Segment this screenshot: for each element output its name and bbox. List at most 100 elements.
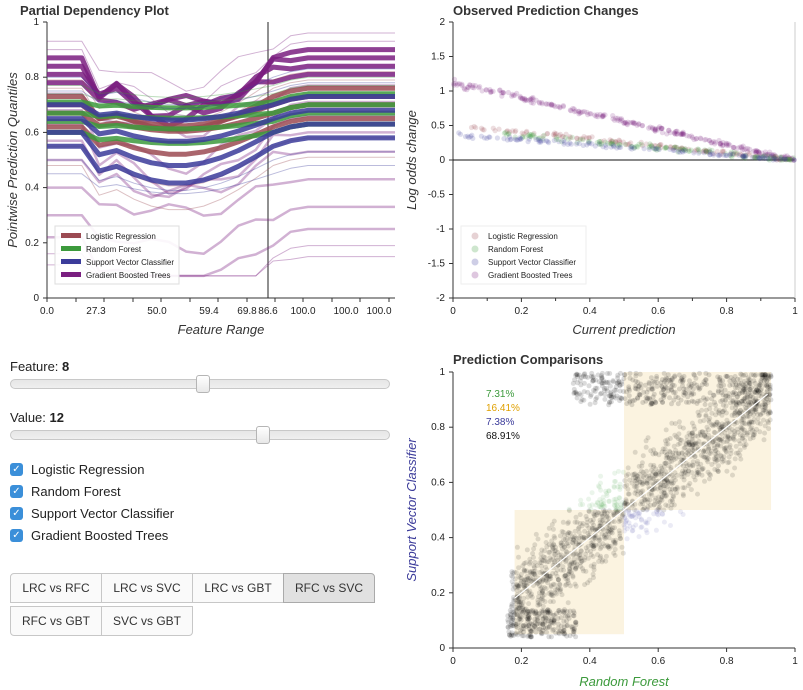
pc-point: [727, 444, 732, 450]
opc-point: [743, 146, 749, 152]
pc-point: [546, 542, 552, 548]
pc-point: [530, 551, 536, 556]
pc-point: [691, 391, 697, 397]
opc-point: [784, 153, 790, 159]
opc-legend-swatch: [471, 258, 479, 266]
opc-point: [518, 95, 524, 101]
checkbox-random-forest[interactable]: ✓ Random Forest: [10, 483, 121, 499]
opc-point: [703, 148, 709, 154]
opc-point: [760, 154, 766, 160]
opc-point: [718, 140, 724, 146]
pc-point: [702, 402, 708, 407]
value-slider[interactable]: [10, 430, 390, 440]
opc-point: [755, 153, 761, 159]
pdp-legend: Logistic Regression Random Forest Support …: [54, 225, 180, 285]
pc-point: [757, 421, 763, 427]
checkbox-logistic-regression[interactable]: ✓ Logistic Regression: [10, 461, 144, 477]
pc-point: [672, 373, 678, 379]
pc-point: [680, 425, 686, 431]
pc-point: [683, 466, 689, 472]
pc-point: [571, 610, 577, 616]
checkbox-gradient-boosted-trees[interactable]: ✓ Gradient Boosted Trees: [10, 527, 168, 543]
pc-point: [510, 586, 516, 592]
button-rfc-vs-svc[interactable]: RFC vs SVC: [283, 573, 375, 603]
opc-point: [707, 152, 713, 158]
checkbox-check-icon[interactable]: ✓: [10, 528, 23, 542]
value-slider-thumb[interactable]: [256, 426, 271, 444]
pc-point: [714, 420, 720, 425]
opc-point: [523, 134, 529, 140]
opc-point: [578, 109, 584, 115]
pc-point: [567, 566, 573, 572]
pc-point: [670, 480, 676, 486]
checkbox-check-icon[interactable]: ✓: [10, 506, 23, 520]
pc-point: [701, 379, 707, 385]
opc-point: [728, 151, 734, 157]
opc-point: [451, 81, 457, 87]
opc-point: [622, 141, 628, 147]
pc-point: [766, 373, 772, 379]
opc-point: [771, 156, 777, 162]
opc-point: [695, 146, 701, 152]
button-lrc-vs-rfc[interactable]: LRC vs RFC: [10, 573, 102, 603]
pc-point: [562, 537, 568, 543]
pc-point: [731, 421, 737, 427]
button-rfc-vs-gbt[interactable]: RFC vs GBT: [10, 606, 102, 636]
pc-point: [534, 617, 540, 623]
pc-point: [671, 397, 677, 403]
pdp-legend-swatch: [61, 233, 81, 238]
opc-point: [666, 127, 672, 133]
opc-point: [574, 139, 580, 146]
checkbox-check-icon[interactable]: ✓: [10, 462, 23, 476]
opc-point: [551, 137, 557, 144]
opc-point: [501, 136, 507, 142]
pc-point: [601, 380, 607, 386]
opc-point: [615, 115, 621, 121]
pc-point: [626, 512, 632, 518]
opc-point: [652, 142, 658, 149]
opc-point: [643, 141, 650, 147]
pc-point: [514, 595, 520, 601]
opc-point: [686, 148, 693, 154]
button-lrc-vs-svc[interactable]: LRC vs SVC: [101, 573, 193, 603]
pc-point: [622, 478, 628, 484]
button-svc-vs-gbt[interactable]: SVC vs GBT: [101, 606, 193, 636]
pc-point: [751, 412, 757, 418]
feature-slider-thumb[interactable]: [195, 375, 210, 393]
pc-point: [621, 511, 627, 517]
button-lrc-vs-gbt[interactable]: LRC vs GBT: [192, 573, 284, 603]
opc-point: [487, 134, 493, 140]
opc-point: [781, 156, 787, 162]
opc-x-tick-label: 0.8: [720, 306, 734, 317]
pc-point: [576, 535, 582, 541]
pc-point: [697, 370, 702, 376]
checkbox-check-icon[interactable]: ✓: [10, 484, 23, 498]
pc-point: [555, 577, 561, 583]
pc-point: [615, 499, 621, 505]
opc-point: [725, 142, 731, 148]
opc-point: [768, 154, 774, 160]
opc-point: [533, 97, 539, 103]
pc-point: [596, 559, 602, 564]
opc-point: [599, 114, 605, 120]
pc-point: [753, 385, 758, 391]
pc-point: [697, 418, 703, 424]
opc-point: [618, 144, 624, 150]
pc-point: [552, 582, 558, 588]
opc-point: [552, 130, 558, 136]
pc-point: [697, 431, 703, 437]
pc-point: [527, 556, 533, 562]
opc-point: [530, 94, 536, 101]
opc-point: [548, 102, 554, 108]
pc-point: [650, 386, 656, 392]
opc-point: [766, 151, 772, 158]
pdp-quantile-line: [47, 68, 395, 106]
opc-point: [658, 141, 664, 148]
checkbox-support-vector-classifier[interactable]: ✓ Support Vector Classifier: [10, 505, 174, 521]
pc-point: [663, 502, 669, 508]
value-label: Value: 12: [10, 410, 64, 425]
opc-point: [563, 131, 569, 137]
opc-point: [613, 139, 619, 145]
pc-point: [662, 460, 668, 466]
